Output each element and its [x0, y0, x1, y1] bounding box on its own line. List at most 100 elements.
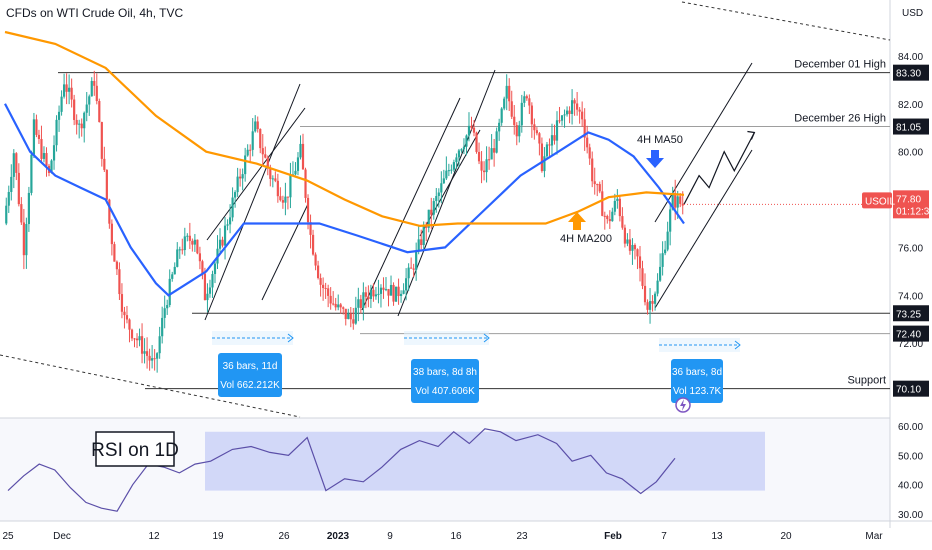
- price-tag: 01:12:37: [896, 206, 932, 217]
- candle-body: [457, 150, 461, 158]
- dashed-trendline-top: [681, 1, 891, 41]
- level-label: December 26 High: [794, 113, 886, 125]
- chart-title: CFDs on WTI Crude Oil, 4h, TVC: [6, 6, 184, 20]
- candle-body: [294, 170, 297, 175]
- rsi-y-tick: 40.00: [898, 481, 923, 492]
- candle-body: [269, 168, 272, 179]
- candle-body: [284, 196, 287, 203]
- candle-body: [480, 161, 483, 171]
- candle-body: [208, 287, 212, 294]
- candle-body: [223, 225, 227, 246]
- channel-line: [654, 149, 753, 309]
- candle-body: [319, 278, 322, 285]
- candle-body: [603, 215, 606, 217]
- candle-body: [301, 143, 305, 170]
- candle-body: [485, 159, 488, 173]
- candle-body: [354, 307, 357, 324]
- candle-body: [505, 85, 508, 99]
- stats-box: [411, 359, 479, 403]
- candle-body: [266, 157, 269, 169]
- candle-body: [143, 351, 146, 354]
- candle-body: [332, 303, 335, 305]
- candle-body: [435, 196, 438, 202]
- rsi-title: RSI on 1D: [91, 440, 179, 461]
- candle-body: [196, 239, 199, 254]
- x-tick-label: 26: [278, 531, 290, 542]
- candle-body: [638, 256, 642, 269]
- candle-body: [666, 231, 669, 250]
- candle-body: [168, 278, 171, 306]
- candle-body: [256, 121, 259, 130]
- candle-body: [171, 274, 174, 279]
- candle-body: [538, 133, 541, 144]
- x-tick-label: Dec: [53, 531, 71, 542]
- ma50-line: [4, 103, 685, 297]
- x-tick-label: Feb: [604, 531, 622, 542]
- symbol-tag: USOIL: [865, 196, 895, 207]
- candle-body: [653, 293, 657, 304]
- candle-body: [467, 125, 471, 136]
- candle-body: [525, 96, 528, 99]
- candle-body: [674, 193, 677, 208]
- candle-body: [198, 253, 201, 262]
- candle-body: [621, 216, 624, 228]
- candle-body: [35, 119, 38, 135]
- candle-body: [37, 134, 41, 139]
- candle-body: [246, 149, 249, 156]
- candle-body: [342, 307, 345, 309]
- price-tag: 83.30: [896, 69, 921, 80]
- rsi-highlight-band: [205, 431, 765, 491]
- channel-line: [654, 62, 753, 223]
- candle-body: [581, 111, 584, 120]
- candle-body: [311, 234, 315, 255]
- price-tag: 81.05: [896, 123, 921, 134]
- candle-body: [407, 267, 410, 279]
- candle-body: [25, 224, 28, 256]
- candle-body: [274, 178, 277, 181]
- candle-body: [32, 119, 36, 155]
- candle-body: [646, 302, 649, 310]
- candle-body: [543, 156, 546, 172]
- candle-body: [88, 96, 91, 105]
- ma200-line: [4, 30, 685, 228]
- candle-body: [193, 239, 196, 245]
- candle-body: [533, 124, 536, 131]
- x-tick-label: 23: [516, 531, 528, 542]
- candle-body: [633, 244, 637, 250]
- candle-body: [359, 299, 362, 308]
- candle-body: [412, 268, 415, 270]
- candle-body: [27, 192, 30, 225]
- candle-body: [357, 299, 360, 308]
- candle-body: [236, 176, 239, 193]
- candle-body: [528, 98, 531, 106]
- rsi-line: [7, 428, 676, 512]
- x-tick-label: 7: [661, 531, 667, 542]
- candle-body: [563, 114, 566, 116]
- candle-body: [296, 157, 300, 171]
- candle-body: [611, 211, 614, 222]
- candle-body: [490, 148, 493, 160]
- candle-body: [432, 201, 435, 215]
- candle-body: [392, 284, 395, 302]
- candle-body: [608, 219, 611, 222]
- candle-body: [151, 358, 154, 361]
- candle-body: [5, 205, 8, 224]
- candle-body: [10, 176, 13, 192]
- candle-body: [20, 204, 23, 223]
- candle-body: [495, 131, 498, 153]
- candle-body: [244, 155, 247, 175]
- candle-body: [221, 239, 224, 246]
- candle-body: [95, 85, 98, 102]
- candle-body: [545, 144, 549, 157]
- stats-bars: 36 bars, 8d: [672, 367, 722, 378]
- candle-body: [161, 317, 164, 337]
- candle-body: [178, 249, 181, 251]
- candle-body: [568, 110, 571, 114]
- candle-body: [148, 355, 151, 361]
- candle-body: [482, 170, 486, 173]
- candle-body: [643, 285, 647, 303]
- candle-body: [659, 266, 662, 281]
- candle-body: [372, 289, 375, 297]
- candle-body: [206, 293, 209, 301]
